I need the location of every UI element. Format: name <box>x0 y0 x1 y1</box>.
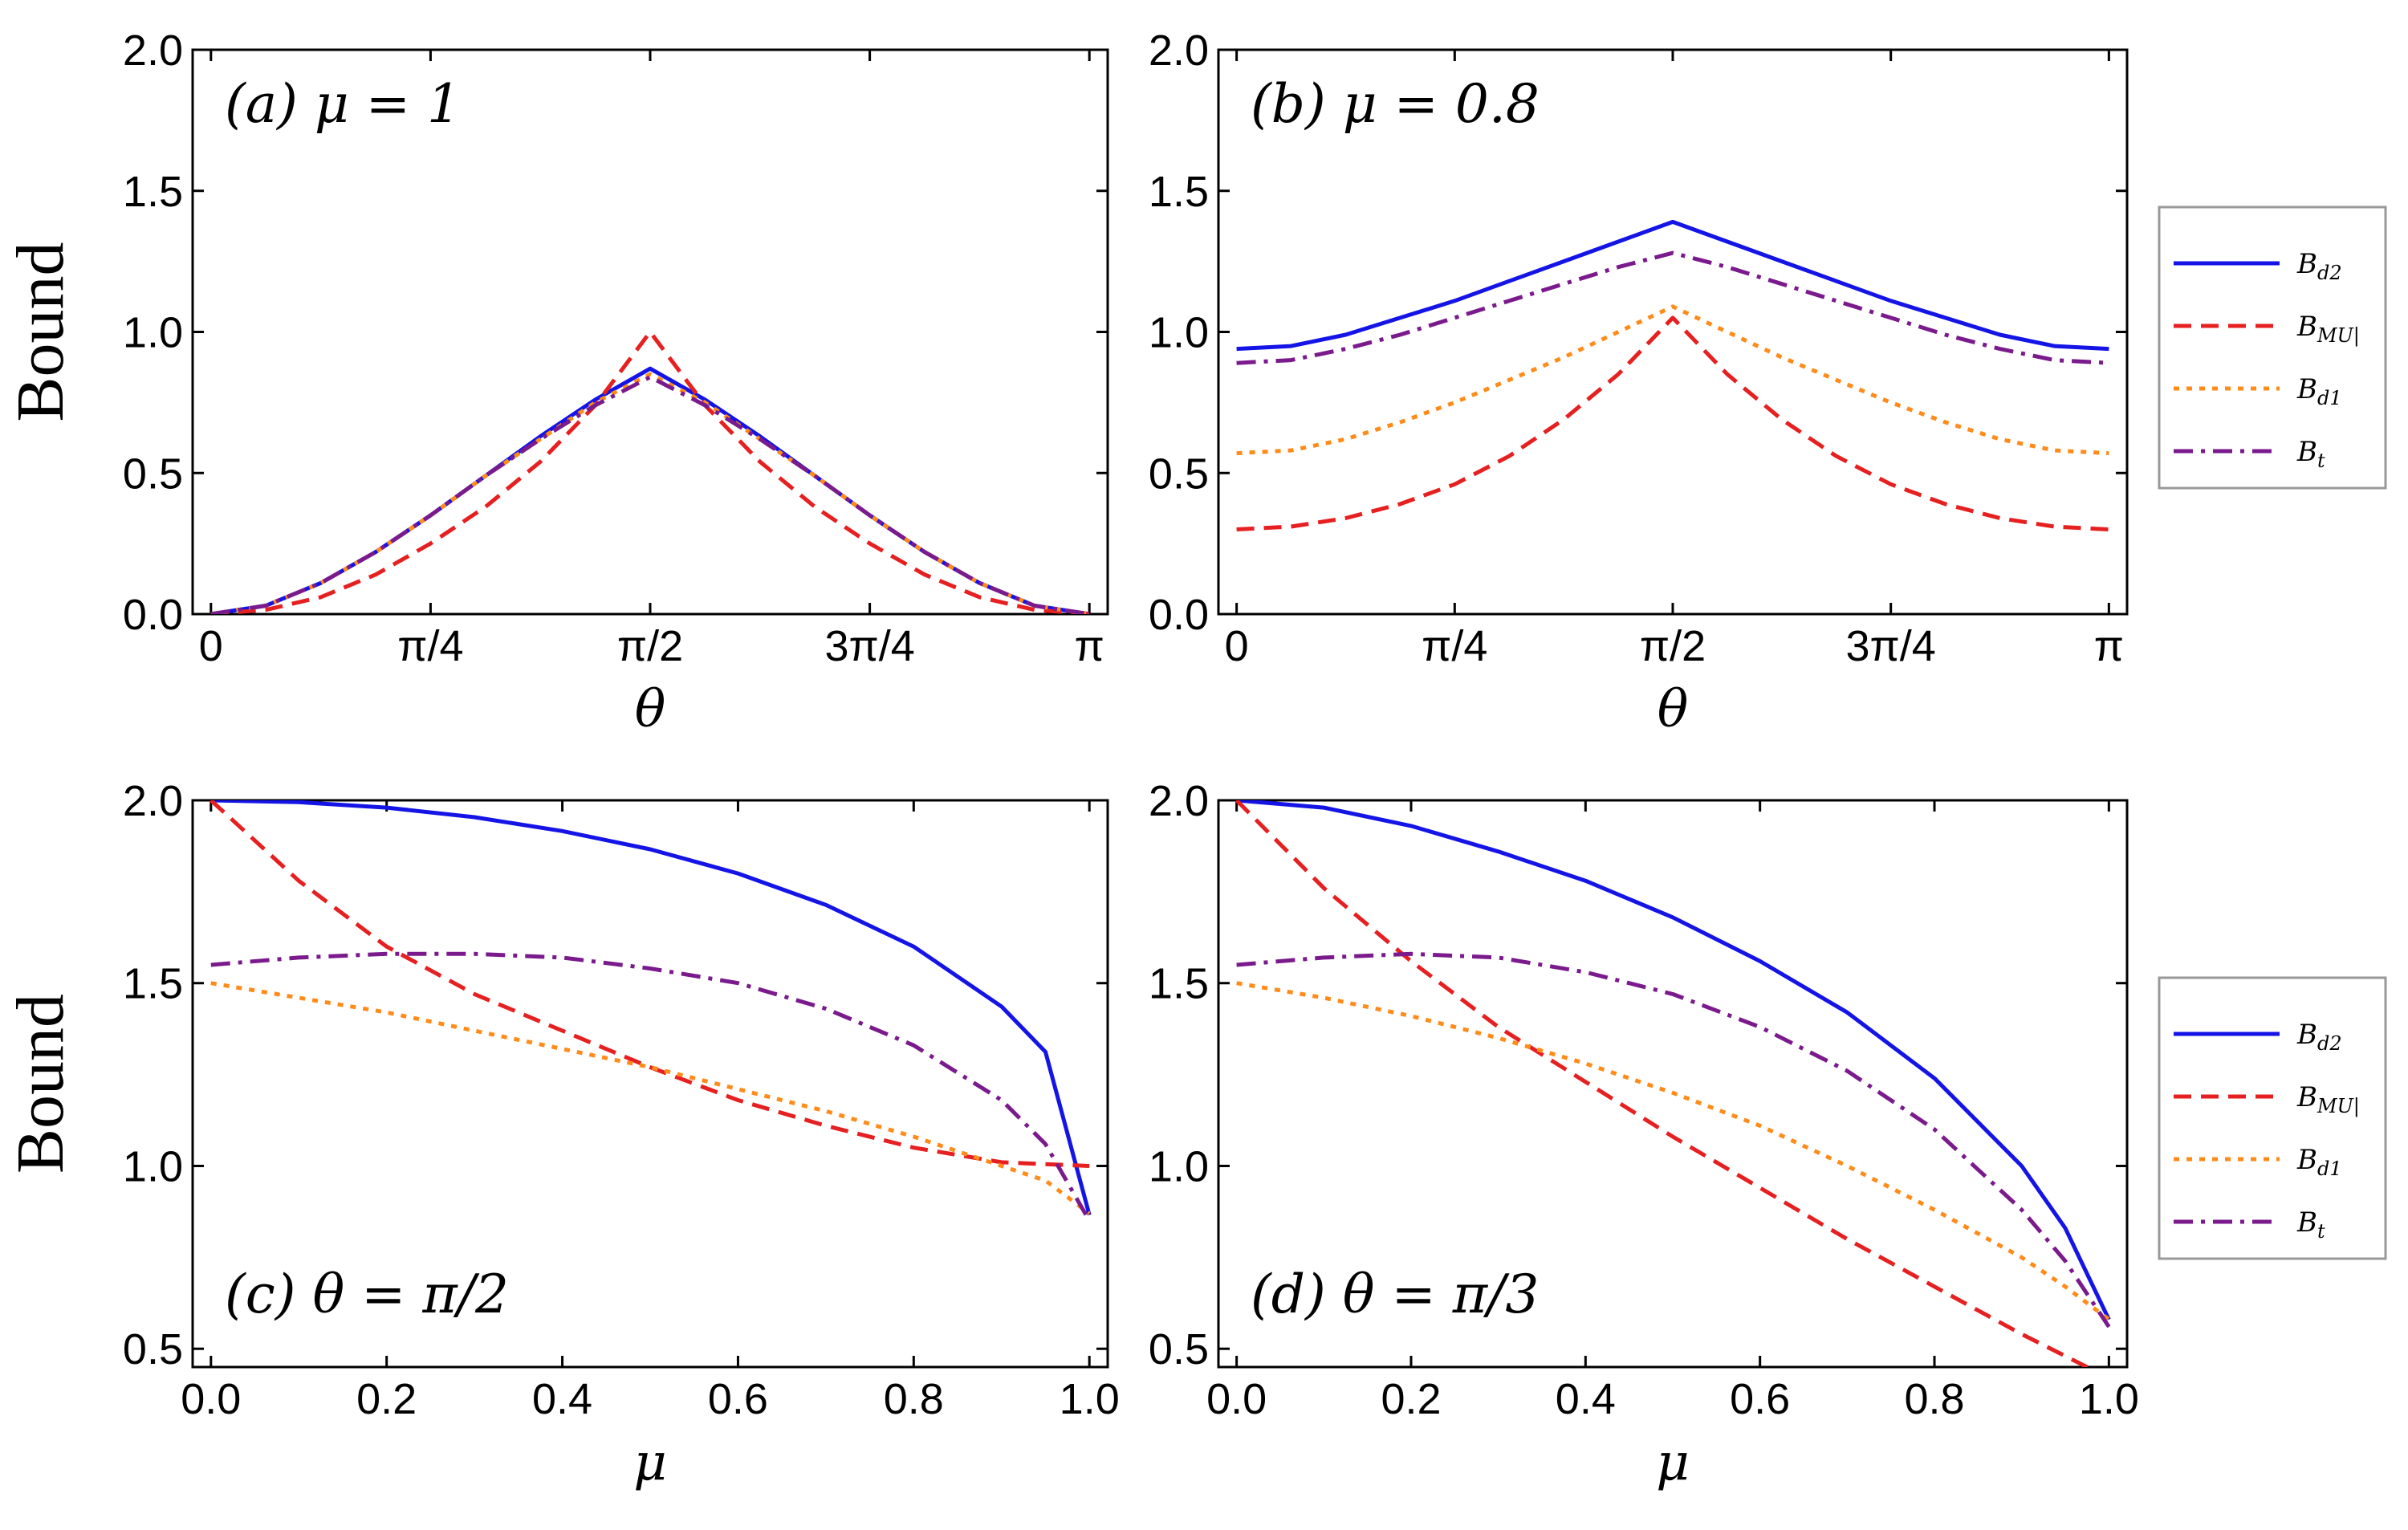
plot-frame <box>191 799 1109 1369</box>
y-tick-label: 0.5 <box>123 1325 183 1373</box>
legend-label-Bt: Bt <box>2296 436 2325 472</box>
x-tick-label: 0.6 <box>1730 1375 1790 1423</box>
y-tick-label: 1.0 <box>1149 309 1209 357</box>
x-tick-label: π <box>2094 622 2124 670</box>
y-tick-label: 1.0 <box>123 1142 183 1190</box>
series-group <box>209 800 1092 1223</box>
x-tick-label: 1.0 <box>2079 1375 2139 1423</box>
y-axis-title: Bound <box>3 994 78 1174</box>
panel-d: 0.0 0.2 0.4 0.6 0.8 1.0 0.5 1.0 1.5 2.0 μ (d) θ = π… <box>1149 777 2139 1492</box>
series-line-BMU <box>209 800 1090 1168</box>
legend-label-Bd1: Bd1 <box>2296 1144 2342 1180</box>
x-tick-label: 1.0 <box>1060 1375 1120 1423</box>
panel-label: (c) θ = π/2 <box>225 1263 509 1325</box>
x-tick-label: π/4 <box>1422 622 1487 670</box>
y-axis-title: Bound <box>3 242 78 421</box>
y-tick-label: 1.5 <box>123 168 183 216</box>
y-tick-label: 0.5 <box>1149 450 1209 498</box>
y-tick-label: 1.0 <box>123 309 183 357</box>
x-tick-label: 0.8 <box>884 1375 944 1423</box>
legend-frame <box>2158 205 2387 490</box>
y-tick-label: 1.5 <box>1149 168 1209 216</box>
y-tick-label: 2.0 <box>1149 777 1209 825</box>
x-tick-label: 0 <box>1225 622 1249 670</box>
legend-box: Bd2 BMU| Bd1 Bt <box>2158 976 2387 1260</box>
legend-label-Bt: Bt <box>2296 1207 2325 1243</box>
x-axis-title: μ <box>1656 1433 1690 1492</box>
x-tick-label: π/2 <box>1640 622 1706 670</box>
legend-frame <box>2158 976 2387 1260</box>
x-tick-label: 0.6 <box>708 1375 768 1423</box>
x-tick-label: 3π/4 <box>1846 622 1936 670</box>
series-group <box>210 330 1090 614</box>
legend-label-BMU: BMU| <box>2296 1081 2360 1118</box>
series-line-Bd1 <box>210 372 1090 614</box>
legend-label-Bd2: Bd2 <box>2296 1019 2342 1055</box>
panel-label: (b) μ = 0.8 <box>1251 73 1540 135</box>
panel-c: 0.0 0.2 0.4 0.6 0.8 1.0 0.5 1.0 1.5 2.0 μ Bound (c) … <box>3 777 1120 1492</box>
x-tick-label: π/4 <box>397 622 463 670</box>
x-tick-label: 0.4 <box>1556 1375 1616 1423</box>
x-tick-label: π <box>1075 622 1104 670</box>
y-tick-label: 2.0 <box>1149 26 1209 75</box>
panel-label: (d) θ = π/3 <box>1251 1263 1539 1325</box>
y-tick-label: 2.0 <box>123 26 183 75</box>
x-axis-title: θ <box>1658 680 1689 739</box>
legend-label-Bd2: Bd2 <box>2296 248 2342 284</box>
panel-label: (a) μ = 1 <box>225 73 461 135</box>
y-tick-label: 0.0 <box>123 591 183 639</box>
series-line-Bt <box>210 951 1092 1223</box>
plot-frame <box>1217 799 2129 1369</box>
legend-label-BMU: BMU| <box>2296 311 2360 348</box>
panel-b: 0 π/4 π/2 3π/4 π 0.0 0.5 1.0 1.5 2.0 θ (b) μ = 0.8 <box>1149 26 2129 739</box>
y-tick-label: 1.0 <box>1149 1142 1209 1190</box>
x-axis-title: θ <box>635 680 666 739</box>
y-tick-label: 0.5 <box>123 450 183 498</box>
y-tick-label: 0.0 <box>1149 591 1209 639</box>
y-tick-label: 1.5 <box>1149 960 1209 1008</box>
x-tick-label: 0 <box>199 622 223 670</box>
x-tick-label: 0.4 <box>532 1375 592 1423</box>
x-tick-label: 0.2 <box>356 1375 417 1423</box>
series-line-Bt <box>210 375 1090 614</box>
series-line-BMU <box>210 330 1090 614</box>
x-tick-label: 3π/4 <box>824 622 914 670</box>
series-group <box>1235 800 2111 1367</box>
y-tick-label: 0.5 <box>1149 1325 1209 1373</box>
series-line-Bt <box>1236 250 2109 365</box>
y-tick-label: 2.0 <box>123 777 183 825</box>
series-group <box>1236 219 2109 531</box>
x-tick-label: 0.0 <box>1206 1375 1267 1423</box>
series-line-Bd2 <box>210 800 1092 1216</box>
legend-label-Bd1: Bd1 <box>2296 373 2342 409</box>
x-tick-label: 0.0 <box>181 1375 241 1423</box>
series-line-BMU <box>1236 315 2109 531</box>
series-line-BMU <box>1235 800 2092 1367</box>
legend-box: Bd2 BMU| Bd1 Bt <box>2158 205 2387 490</box>
series-line-Bd2 <box>1236 219 2109 352</box>
x-tick-label: π/2 <box>617 622 683 670</box>
series-line-Bt <box>1236 951 2111 1329</box>
series-line-Bd2 <box>210 366 1090 614</box>
series-line-Bd1 <box>1236 304 2109 456</box>
x-tick-label: 0.8 <box>1904 1375 1964 1423</box>
x-axis-title: μ <box>633 1433 667 1492</box>
series-line-Bd2 <box>1236 800 2111 1320</box>
series-line-Bd1 <box>210 981 1091 1215</box>
y-tick-label: 1.5 <box>123 960 183 1008</box>
legends: Bd2 BMU| Bd1 Bt Bd2 BMU| Bd1 Bt <box>2158 205 2387 1260</box>
x-tick-label: 0.2 <box>1381 1375 1441 1423</box>
panel-a: 0 π/4 π/2 3π/4 π 0.0 0.5 1.0 1.5 2.0 θ Bound (a) μ =… <box>3 26 1109 739</box>
